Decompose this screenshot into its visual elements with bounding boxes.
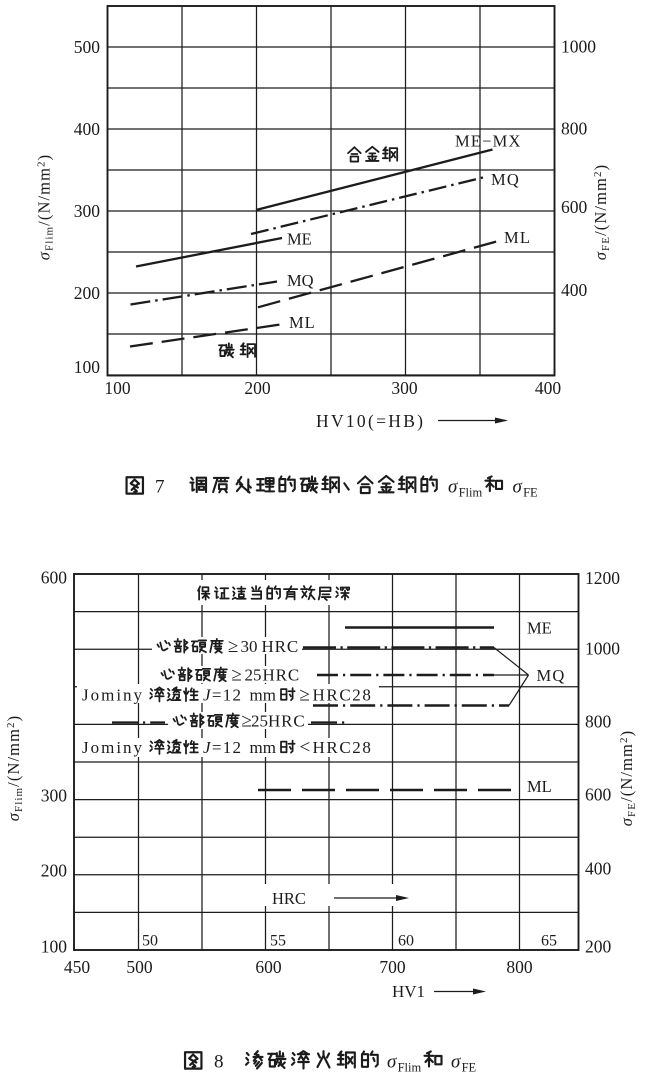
svg-text:60: 60 [398,933,414,950]
svg-text:ML: ML [504,228,531,247]
svg-text:200: 200 [585,937,612,957]
svg-text:<: < [300,737,311,758]
svg-text:450: 450 [64,957,91,977]
svg-text:800: 800 [585,712,612,732]
svg-text:7: 7 [155,477,165,498]
svg-text:800: 800 [506,957,533,977]
svg-text:HRC: HRC [262,637,300,656]
svg-text:MQ: MQ [287,271,314,290]
svg-text:400: 400 [74,119,101,139]
svg-text:1000: 1000 [585,639,620,659]
svg-text:600: 600 [41,568,68,588]
svg-text:100: 100 [41,937,68,957]
svg-text:300: 300 [74,201,101,221]
svg-text:HV1: HV1 [392,982,425,1001]
svg-text:FE: FE [462,1061,477,1075]
svg-text:25: 25 [251,712,268,731]
svg-text:500: 500 [126,957,153,977]
svg-text:50: 50 [142,933,158,950]
svg-text:HV10(=HB): HV10(=HB) [316,411,425,431]
svg-text:200: 200 [74,283,101,303]
svg-text:600: 600 [585,785,612,805]
svg-text:1200: 1200 [585,568,620,588]
svg-text:Flim: Flim [398,1061,422,1075]
svg-text:σ: σ [451,1052,461,1073]
svg-text:1000: 1000 [561,37,596,57]
svg-text:200: 200 [41,861,68,881]
svg-text:HRC28: HRC28 [313,686,373,705]
svg-text:FE: FE [523,486,538,500]
svg-text:≥: ≥ [228,636,238,657]
svg-text:σFlim/(N/mm2): σFlim/(N/mm2) [4,715,25,822]
svg-text:≥: ≥ [300,685,310,706]
svg-text:30: 30 [241,637,258,656]
svg-text:800: 800 [561,119,588,139]
svg-text:300: 300 [391,378,418,398]
svg-text:ME: ME [287,230,312,249]
svg-text:Flim: Flim [459,486,483,500]
svg-text:HRC28: HRC28 [313,738,373,757]
svg-text:200: 200 [244,378,271,398]
svg-text:Jominy: Jominy [82,686,144,705]
svg-text:σ: σ [387,1052,397,1073]
svg-text:500: 500 [74,37,101,57]
svg-text:MQ: MQ [537,666,566,685]
svg-text:HRC: HRC [268,712,306,731]
svg-text:≥: ≥ [242,711,252,732]
svg-text:25: 25 [245,666,262,685]
svg-text:300: 300 [41,786,68,806]
svg-text:ML: ML [527,777,552,796]
svg-text:65: 65 [541,933,557,950]
svg-text:σ: σ [513,477,523,498]
svg-text:J=12: J=12 [203,686,242,705]
svg-text:σFE/(N/mm2): σFE/(N/mm2) [617,730,638,826]
svg-text:σFE/(N/mm2): σFE/(N/mm2) [591,164,612,260]
svg-text:700: 700 [379,957,406,977]
svg-text:ME: ME [527,619,552,638]
svg-text:mm: mm [250,738,276,757]
svg-text:J=12: J=12 [203,738,242,757]
svg-text:100: 100 [74,357,101,377]
svg-text:ML: ML [289,313,316,332]
svg-text:55: 55 [270,933,286,950]
svg-text:400: 400 [561,280,588,300]
svg-text:σFlim/(N/mm2): σFlim/(N/mm2) [35,154,56,261]
svg-text:HRC: HRC [272,889,306,908]
svg-text:100: 100 [104,378,131,398]
svg-text:mm: mm [250,686,276,705]
svg-text:≥: ≥ [232,665,242,686]
svg-text:Jominy: Jominy [82,738,144,757]
svg-text:400: 400 [585,859,612,879]
svg-text:MQ: MQ [491,170,520,189]
svg-text:600: 600 [255,957,282,977]
svg-text:σ: σ [448,477,458,498]
svg-text:ME−MX: ME−MX [455,132,522,151]
svg-text:8: 8 [214,1052,224,1073]
svg-text:HRC: HRC [263,666,301,685]
svg-text:600: 600 [561,197,588,217]
svg-text:400: 400 [535,378,562,398]
